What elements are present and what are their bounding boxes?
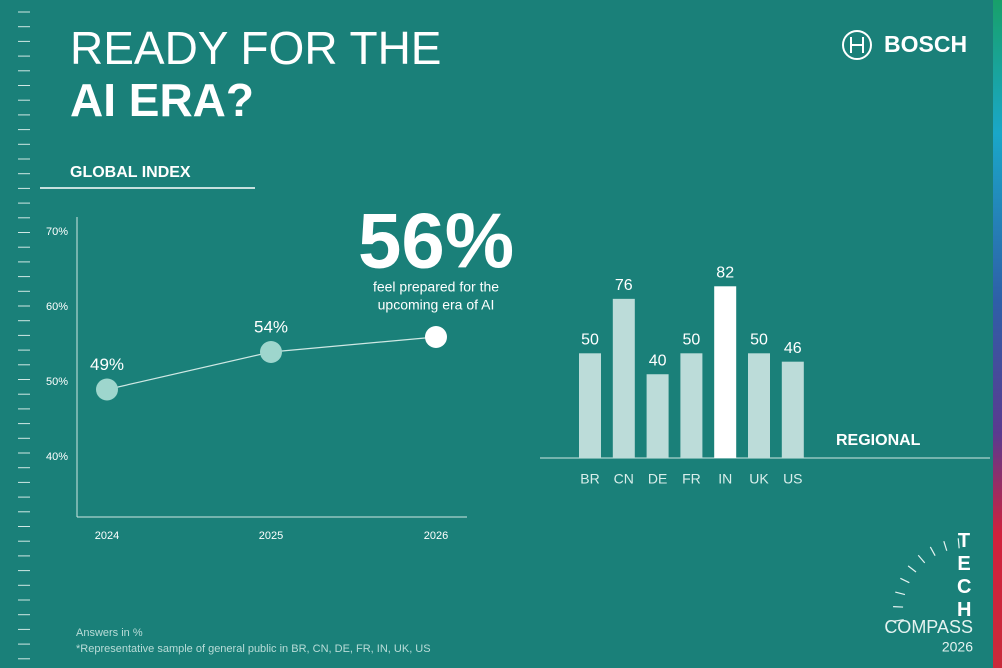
x-tick-label: US — [783, 471, 802, 487]
compass-dash — [895, 591, 906, 596]
compass-dash — [917, 554, 926, 564]
footnote: *Representative sample of general public… — [76, 643, 431, 655]
value-label: 54% — [254, 317, 288, 336]
bar — [680, 353, 703, 458]
footnote: Answers in % — [76, 627, 143, 639]
point — [260, 341, 282, 363]
bar — [579, 353, 601, 458]
section-label: GLOBAL INDEX — [70, 164, 191, 181]
annotation: feel prepared for the — [373, 279, 499, 295]
bar — [748, 353, 770, 458]
x-tick-label: CN — [614, 471, 634, 487]
value-label: 40 — [649, 352, 667, 369]
color-strip — [993, 0, 1002, 668]
compass-dash — [957, 538, 960, 549]
bar — [714, 286, 737, 458]
compass-dash — [893, 619, 904, 622]
title-line-2: AI ERA? — [70, 74, 254, 126]
value-label: 82 — [716, 265, 734, 282]
value-label: 76 — [615, 277, 633, 294]
compass-dash — [929, 546, 936, 556]
compass-dash — [907, 565, 917, 573]
compass-dash — [943, 541, 948, 551]
point — [425, 326, 447, 348]
x-tick-label: 2025 — [259, 530, 283, 542]
logo-tech: TECH — [957, 530, 972, 621]
x-tick-label: FR — [682, 471, 701, 487]
bar — [612, 298, 635, 458]
value-label: 46 — [784, 340, 802, 357]
brand-icon — [842, 30, 872, 60]
value-label: 50 — [581, 332, 599, 349]
bar — [781, 361, 804, 458]
compass-dash — [900, 577, 910, 584]
y-tick-label: 60% — [46, 301, 68, 313]
x-tick-label: IN — [718, 471, 732, 487]
point — [96, 378, 118, 401]
y-tick-label: 40% — [46, 451, 68, 463]
x-tick-label: DE — [648, 471, 667, 487]
value-label: 49% — [90, 355, 124, 374]
x-tick-label: BR — [580, 471, 599, 487]
value-label: 50 — [750, 332, 768, 349]
x-tick-label: 2026 — [424, 530, 448, 542]
y-tick-label: 50% — [46, 376, 68, 388]
brand-icon-glyph — [850, 37, 864, 53]
logo-year: 2026 — [942, 639, 973, 655]
title-line-1: READY FOR THE — [70, 22, 441, 74]
x-tick-label: 2024 — [95, 530, 119, 542]
logo-compass: COMPASS — [884, 617, 973, 637]
y-tick-label: 70% — [46, 226, 68, 238]
section-label: REGIONAL — [836, 432, 921, 449]
value-label: 50 — [683, 332, 701, 349]
brand-name: BOSCH — [884, 31, 967, 57]
x-tick-label: UK — [749, 471, 769, 487]
bar — [646, 374, 669, 458]
annotation: upcoming era of AI — [378, 297, 495, 313]
value-label: 56% — [358, 197, 514, 285]
